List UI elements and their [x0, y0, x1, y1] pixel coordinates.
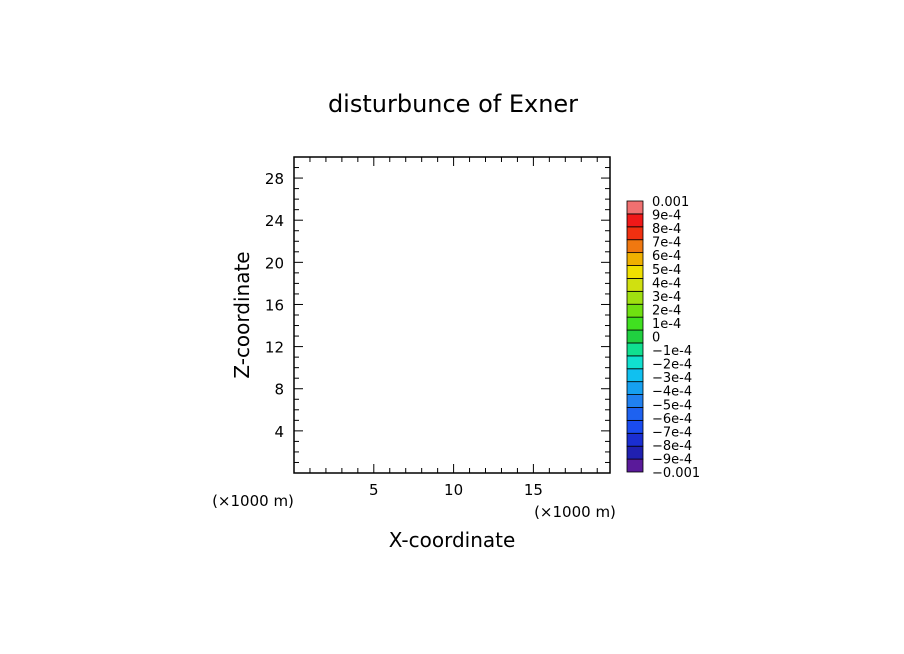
- colorbar-swatch: [626, 239, 644, 254]
- colorbar-swatch: [626, 394, 644, 408]
- colorbar-label: 6e-4: [652, 249, 681, 264]
- colorbar-swatch: [626, 265, 644, 279]
- colorbar-swatch: [626, 432, 644, 447]
- colorbar-label: −2e-4: [652, 358, 692, 373]
- colorbar-swatch: [626, 226, 644, 241]
- x-tick-label: 10: [444, 481, 463, 499]
- colorbar-label: 3e-4: [652, 290, 681, 305]
- colorbar-label: 7e-4: [652, 236, 681, 251]
- colorbar-label: 9e-4: [652, 209, 681, 224]
- colorbar-label: 8e-4: [652, 222, 681, 237]
- colorbar-swatch: [626, 355, 644, 370]
- colorbar-swatch: [626, 445, 644, 460]
- colorbar-swatch: [626, 368, 644, 383]
- colorbar-swatch: [626, 419, 644, 434]
- colorbar-label: 5e-4: [652, 263, 681, 278]
- colorbar-swatch: [626, 278, 644, 292]
- x-tick-labels: 5 10 15: [369, 481, 543, 499]
- y-tick-label: 12: [265, 339, 284, 357]
- colorbar-swatch: [626, 200, 644, 215]
- y-tick-label: 28: [265, 170, 284, 188]
- x-tick-label: 15: [524, 481, 543, 499]
- y-tick-label: 8: [274, 381, 284, 399]
- colorbar-labels: −0.001−9e-4−8e-4−7e-4−6e-4−5e-4−4e-4−3e-…: [652, 195, 700, 481]
- chart-title: disturbunce of Exner: [328, 90, 578, 118]
- colorbar-label: 1e-4: [652, 317, 681, 332]
- colorbar-swatch: [626, 213, 644, 228]
- y-tick-label: 16: [265, 296, 284, 314]
- colorbar-label: −7e-4: [652, 425, 692, 440]
- colorbar-label: 2e-4: [652, 303, 681, 318]
- colorbar-label: 0.001: [652, 195, 689, 210]
- x-axis-label: X-coordinate: [389, 528, 516, 552]
- y-axis-label: Z-coordinate: [230, 251, 254, 378]
- colorbar-label: −9e-4: [652, 452, 692, 467]
- colorbar-label: −1e-4: [652, 344, 692, 359]
- y-tick-label: 20: [265, 254, 284, 272]
- colorbar-swatch: [626, 342, 644, 357]
- x-tick-marks: [293, 157, 598, 473]
- colorbar-swatch: [626, 290, 644, 305]
- colorbar-label: −5e-4: [652, 398, 692, 413]
- x-axis-unit: (×1000 m): [212, 492, 294, 510]
- colorbar: [626, 200, 644, 473]
- colorbar-label: −4e-4: [652, 385, 692, 400]
- plot-area: [293, 156, 611, 474]
- y-tick-label: 4: [274, 423, 284, 441]
- colorbar-swatch: [626, 303, 644, 318]
- colorbar-swatch: [626, 329, 644, 344]
- colorbar-label: 4e-4: [652, 276, 681, 291]
- colorbar-swatch: [626, 252, 644, 266]
- colorbar-label: −3e-4: [652, 371, 692, 386]
- colorbar-swatch: [626, 316, 644, 331]
- colorbar-swatch: [626, 381, 644, 395]
- x-tick-label: 5: [369, 481, 379, 499]
- y-tick-labels: 4 8 12 16 20 24 28: [265, 170, 284, 441]
- colorbar-label: 0: [652, 331, 660, 346]
- colorbar-label: −6e-4: [652, 412, 692, 427]
- y-tick-label: 24: [265, 212, 284, 230]
- colorbar-label: −0.001: [652, 466, 700, 481]
- y-axis-unit: (×1000 m): [534, 503, 616, 521]
- colorbar-swatch: [626, 407, 644, 421]
- colorbar-swatch: [626, 458, 644, 473]
- y-tick-marks: [294, 156, 610, 474]
- colorbar-label: −8e-4: [652, 439, 692, 454]
